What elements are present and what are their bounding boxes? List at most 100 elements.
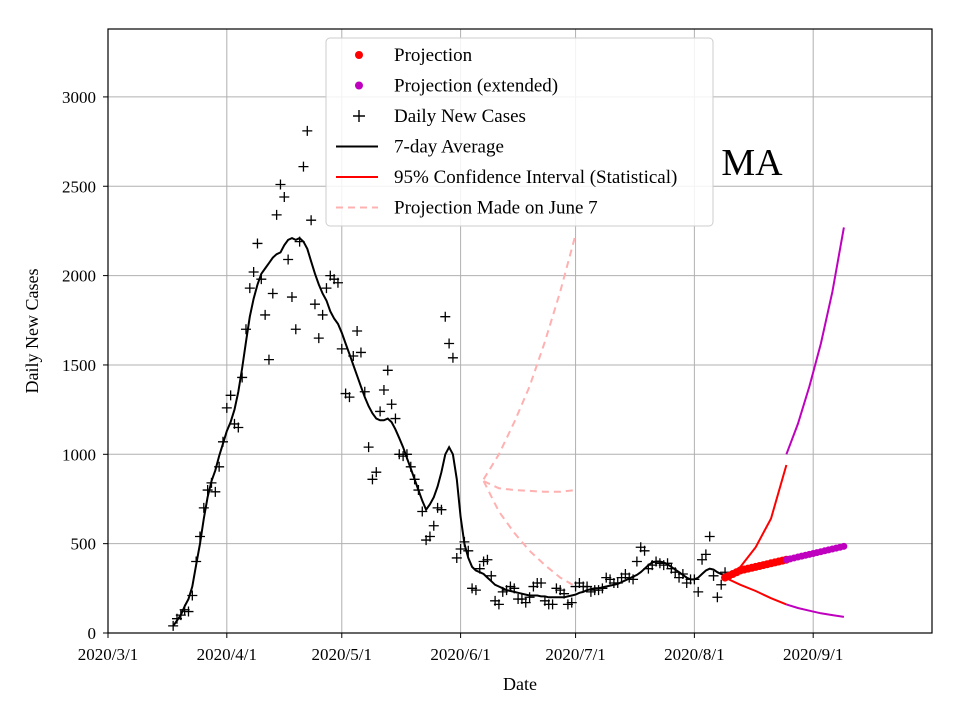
daily-case-point — [444, 338, 455, 349]
daily-case-point — [321, 283, 332, 294]
daily-case-point — [355, 347, 366, 358]
daily-case-point — [371, 467, 382, 478]
y-tick-label: 2000 — [62, 267, 96, 286]
daily-case-point — [378, 384, 389, 395]
daily-case-point — [447, 352, 458, 363]
daily-case-point — [708, 570, 719, 581]
june7-projection-middle — [483, 480, 576, 493]
y-axis-ticks: 0 500 1000 1500 2000 2500 3000 — [62, 88, 108, 643]
x-tick-label: 2020/6/1 — [430, 645, 490, 664]
daily-case-point — [693, 586, 704, 597]
x-tick-label: 2020/5/1 — [312, 645, 372, 664]
daily-case-point — [712, 592, 723, 603]
daily-case-point — [210, 486, 221, 497]
daily-case-point — [417, 506, 428, 517]
x-tick-label: 2020/3/1 — [78, 645, 138, 664]
daily-case-point — [455, 544, 466, 555]
daily-case-point — [225, 390, 236, 401]
ci-lower-line — [724, 576, 787, 606]
ci-lower-extended-line — [786, 603, 845, 618]
daily-case-point — [424, 531, 435, 542]
daily-case-point — [566, 597, 577, 608]
legend-box — [325, 37, 714, 227]
x-tick-label: 2020/4/1 — [197, 645, 257, 664]
legend-label: 95% Confidence Interval (Statistical) — [394, 167, 677, 188]
daily-case-point — [716, 579, 727, 590]
daily-case-point — [704, 531, 715, 542]
daily-case-point — [700, 549, 711, 560]
daily-case-point — [524, 592, 535, 603]
x-axis-label: Date — [503, 674, 537, 694]
legend-label: Projection — [394, 45, 473, 66]
daily-case-point — [267, 288, 278, 299]
legend-label: Projection Made on June 7 — [394, 198, 598, 219]
daily-case-point — [363, 442, 374, 453]
daily-case-point — [493, 599, 504, 610]
ci-upper-extended-line — [785, 227, 845, 455]
daily-case-point — [436, 504, 447, 515]
daily-case-point — [375, 406, 386, 417]
daily-case-point — [428, 520, 439, 531]
x-tick-label: 2020/8/1 — [664, 645, 724, 664]
daily-case-point — [470, 585, 481, 596]
daily-case-point — [639, 545, 650, 556]
june7-projection-lower — [482, 480, 577, 588]
x-tick-label: 2020/7/1 — [545, 645, 605, 664]
chart-series — [168, 125, 848, 631]
daily-case-point — [233, 422, 244, 433]
legend-marker-dot — [355, 81, 363, 90]
y-tick-label: 1000 — [62, 445, 96, 464]
daily-case-point — [486, 570, 497, 581]
daily-case-point — [386, 399, 397, 410]
daily-case-point — [286, 292, 297, 303]
daily-case-point — [382, 365, 393, 376]
daily-case-point — [298, 161, 309, 172]
region-label: MA — [721, 142, 783, 184]
legend-marker-dot — [355, 51, 363, 59]
daily-case-point — [520, 597, 531, 608]
daily-case-point — [271, 209, 282, 220]
daily-case-point — [336, 343, 347, 354]
daily-case-point — [263, 354, 274, 365]
daily-case-point — [367, 474, 378, 485]
y-tick-label: 0 — [88, 624, 97, 643]
daily-case-point — [451, 552, 462, 563]
daily-case-point — [317, 309, 328, 320]
daily-case-point — [290, 324, 301, 335]
daily-case-point — [352, 326, 363, 336]
x-axis-ticks: 2020/3/1 2020/4/1 2020/5/1 2020/6/1 2020/7/1… — [78, 633, 843, 664]
legend-label: Daily New Cases — [394, 106, 526, 127]
daily-case-point — [198, 502, 209, 513]
plot-frame — [107, 28, 933, 634]
y-tick-label: 500 — [71, 535, 97, 554]
daily-case-point — [260, 309, 271, 320]
june7-projection-upper — [482, 234, 577, 480]
projection-extended-point — [840, 542, 848, 550]
y-axis-label: Daily New Cases — [22, 269, 42, 394]
seven-day-average-line — [172, 236, 726, 627]
legend-marker-plus — [353, 110, 365, 122]
daily-case-point — [306, 215, 317, 226]
daily-case-point — [313, 333, 324, 344]
daily-case-point — [221, 402, 232, 413]
daily-case-point — [279, 191, 290, 202]
y-tick-label: 2500 — [62, 177, 96, 196]
daily-case-point — [547, 599, 558, 610]
daily-case-point — [275, 179, 286, 190]
daily-case-point — [536, 577, 547, 588]
daily-case-point — [248, 267, 259, 278]
legend-label: Projection (extended) — [394, 76, 558, 97]
daily-case-point — [283, 254, 294, 265]
daily-case-point — [390, 413, 401, 424]
y-tick-label: 1500 — [62, 356, 96, 375]
daily-case-point — [332, 277, 343, 288]
daily-case-point — [302, 125, 313, 136]
daily-case-point — [344, 392, 355, 403]
daily-case-point — [183, 606, 194, 617]
daily-case-point — [440, 311, 451, 322]
legend-label: 7-day Average — [394, 137, 504, 158]
daily-case-point — [697, 554, 708, 565]
daily-case-point — [309, 299, 320, 310]
daily-case-point — [252, 238, 263, 249]
